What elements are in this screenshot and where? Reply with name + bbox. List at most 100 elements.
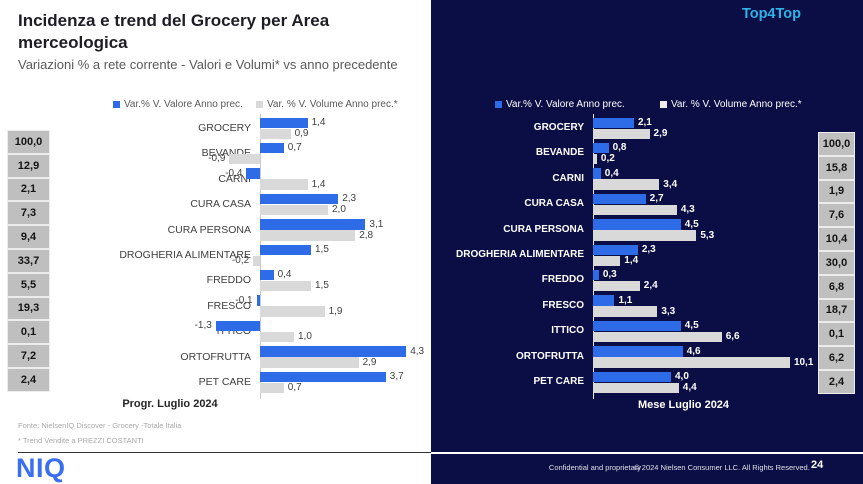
category-label: ITTICO — [551, 325, 584, 337]
page-number: 24 — [811, 459, 824, 471]
right-bar-chart: GROCERY 2,1 2,9 BEVANDE 0,8 0,2 CARNI 0,4 3,4 CUR… — [431, 114, 863, 399]
bar-value-label: 3,7 — [389, 371, 404, 382]
category-label: DROGHERIA ALIMENTARE — [456, 249, 584, 260]
bar-value-label: 1,4 — [624, 255, 639, 266]
volume-bar — [593, 331, 722, 343]
incidence-box: 30,0 — [818, 250, 855, 275]
price-note: * Trend Vendite a PREZZI COSTANTI — [18, 436, 144, 445]
bar-value-label: 3,3 — [661, 305, 676, 317]
value-bar — [593, 346, 683, 357]
legend-item-value: Var.% V. Valore Anno prec. — [495, 99, 625, 110]
left-axis-caption: Progr. Luglio 2024 — [122, 398, 218, 410]
volume-bar — [253, 255, 260, 266]
value-bar — [593, 168, 601, 179]
bar-value-label: 10,1 — [793, 356, 814, 368]
left-bar-chart: GROCERY 1,4 0,9 BEVANDE 0,7 -0,9 CARNI -0,4 1,4 C… — [0, 114, 431, 399]
incidence-box: 1,9 — [818, 179, 855, 204]
incidence-box: 7,2 — [7, 344, 50, 368]
value-bar — [593, 269, 599, 281]
subtitle: Variazioni % a rete corrente - Valori e … — [18, 57, 398, 72]
bar-value-label: -0,2 — [231, 255, 250, 266]
right-chart-title: Top4Top — [741, 6, 801, 22]
volume-series-swatch-icon — [660, 101, 667, 108]
incidence-box: 10,4 — [818, 227, 855, 251]
value-bar — [215, 320, 260, 332]
bar-value-label: 4,5 — [684, 218, 699, 230]
bar-value-label: 4,0 — [675, 371, 689, 382]
volume-bar — [260, 306, 325, 317]
volume-bar — [260, 204, 328, 216]
bar-value-label: 2,0 — [332, 204, 346, 216]
page-title: Incidenza e trend del Grocery per Area m… — [18, 11, 330, 52]
bar-value-label: 1,4 — [311, 117, 326, 128]
bar-value-label: 0,8 — [612, 142, 627, 154]
category-label: CURA PERSONA — [503, 223, 584, 235]
incidence-box: 33,7 — [7, 248, 50, 273]
category-label: CURA PERSONA — [167, 223, 251, 236]
legend-item-volume: Var. % V. Volume Anno prec.* — [256, 99, 398, 110]
value-bar — [256, 295, 260, 306]
category-label: CURA CASA — [524, 198, 584, 210]
bar-value-label: 4,3 — [410, 345, 425, 357]
right-panel: Top4Top Var.% V. Valore Anno prec. Var. … — [431, 0, 863, 484]
value-bar — [593, 117, 634, 128]
legend-label-volume: Var. % V. Volume Anno prec.* — [671, 99, 802, 110]
confidential-note: Confidential and proprietary — [548, 463, 642, 472]
volume-bar — [260, 280, 311, 292]
bar-value-label: 2,9 — [653, 128, 668, 139]
bar-value-label: 2,3 — [342, 193, 357, 205]
incidence-box: 7,6 — [818, 203, 855, 228]
category-label: CURA CASA — [190, 198, 251, 211]
category-label: CARNI — [552, 172, 584, 184]
incidence-box: 15,8 — [818, 155, 855, 180]
category-label: ORTOFRUTTA — [180, 350, 251, 363]
legend-label-value: Var.% V. Valore Anno prec. — [506, 99, 625, 110]
bar-value-label: 5,3 — [700, 229, 715, 241]
bar-value-label: 1,5 — [315, 244, 329, 255]
category-label: DROGHERIA ALIMENTARE — [119, 249, 251, 261]
value-bar — [260, 219, 366, 230]
bar-value-label: 3,1 — [369, 218, 384, 230]
volume-bar — [260, 230, 356, 241]
category-label: FREDDO — [206, 274, 251, 287]
axis-line — [260, 114, 261, 399]
volume-bar — [593, 357, 790, 368]
incidence-column-left: 100,0 12,9 2,1 7,3 9,4 33,7 5,5 19,3 0,1 7,2 2,4 — [7, 130, 50, 392]
bar-value-label: -0,4 — [225, 167, 243, 179]
incidence-box: 2,4 — [818, 369, 855, 394]
volume-bar — [593, 153, 597, 165]
incidence-box: 2,1 — [7, 177, 50, 202]
bar-value-label: 0,7 — [287, 382, 302, 393]
volume-bar — [593, 128, 650, 139]
category-label: ORTOFRUTTA — [516, 350, 584, 362]
bar-value-label: 1,1 — [618, 294, 633, 306]
value-bar — [593, 193, 646, 205]
category-label: CARNI — [218, 172, 251, 185]
category-label: BEVANDE — [535, 147, 584, 159]
incidence-box: 12,9 — [7, 153, 50, 178]
bar-value-label: 4,4 — [682, 382, 697, 393]
value-bar — [260, 346, 407, 357]
bar-value-label: -1,3 — [194, 320, 212, 332]
volume-bar — [260, 357, 359, 368]
value-bar — [260, 193, 339, 205]
volume-bar — [593, 280, 640, 292]
bar-value-label: 0,4 — [604, 167, 619, 179]
bar-value-label: 3,4 — [663, 178, 678, 190]
bar-value-label: 2,8 — [359, 229, 374, 241]
incidence-box: 19,3 — [7, 296, 50, 321]
volume-bar — [593, 255, 621, 266]
niq-logo: NIQ — [16, 453, 66, 483]
bar-value-label: 2,4 — [643, 280, 658, 292]
right-axis-caption: Mese Luglio 2024 — [637, 399, 730, 411]
value-bar — [260, 269, 274, 281]
bar-value-label: 6,6 — [725, 331, 740, 343]
value-bar — [260, 142, 284, 154]
volume-bar — [593, 382, 679, 393]
incidence-box: 18,7 — [818, 298, 855, 323]
legend-label-volume: Var. % V. Volume Anno prec.* — [267, 99, 398, 110]
bar-value-label: 2,3 — [641, 244, 656, 255]
bar-value-label: 2,7 — [649, 193, 664, 205]
incidence-box: 5,5 — [7, 272, 50, 297]
bar-value-label: 4,3 — [680, 204, 695, 216]
